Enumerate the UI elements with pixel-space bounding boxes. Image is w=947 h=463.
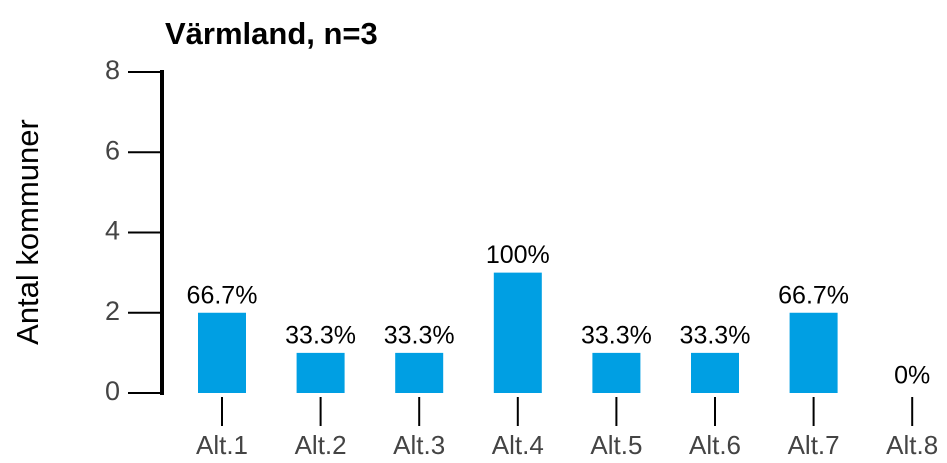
bar: [789, 312, 838, 393]
y-axis-label: Antal kommuner: [10, 119, 45, 345]
value-label: 0%: [894, 362, 930, 390]
bar: [395, 352, 444, 393]
bar: [198, 312, 246, 393]
y-tick-label: 0: [105, 376, 120, 406]
value-label: 100%: [486, 241, 550, 269]
x-tick-label: Alt.1: [196, 430, 248, 460]
value-label: 33.3%: [384, 321, 455, 349]
x-tick-label: Alt.3: [393, 430, 445, 460]
bar: [691, 352, 739, 393]
x-tick-label: Alt.7: [788, 430, 840, 460]
bar: [296, 352, 345, 393]
value-label: 33.3%: [285, 321, 356, 349]
bar: [592, 352, 641, 393]
value-label: 33.3%: [581, 321, 652, 349]
value-label: 66.7%: [187, 281, 258, 309]
value-label: 33.3%: [680, 321, 751, 349]
bar: [493, 272, 542, 393]
y-tick-label: 2: [105, 296, 120, 326]
x-tick-label: Alt.6: [689, 430, 741, 460]
chart-title: Värmland, n=3: [165, 16, 378, 51]
x-tick-label: Alt.2: [295, 430, 347, 460]
x-tick-label: Alt.4: [492, 430, 544, 460]
x-tick-label: Alt.5: [590, 430, 642, 460]
value-label: 66.7%: [778, 281, 849, 309]
x-tick-label: Alt.8: [886, 430, 938, 460]
y-tick-label: 4: [105, 216, 120, 246]
y-tick-label: 6: [105, 135, 120, 165]
y-tick-label: 8: [105, 55, 120, 85]
